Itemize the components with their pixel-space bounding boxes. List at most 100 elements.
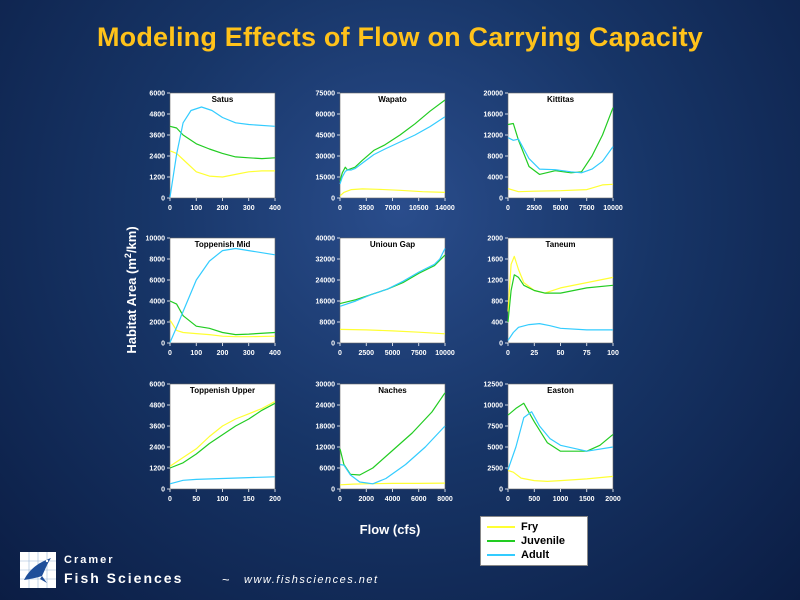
legend-item-fry: Fry: [487, 520, 579, 534]
x-tick-label: 7500: [579, 205, 595, 212]
y-tick-label: 1200: [149, 466, 165, 473]
legend-swatch-fry: [487, 526, 515, 528]
x-tick-label: 150: [243, 496, 255, 503]
series-line-adult: [169, 106, 276, 198]
series-line-juvenile: [169, 300, 276, 336]
y-tick-label: 0: [499, 196, 503, 203]
legend-label-adult: Adult: [521, 549, 550, 561]
x-tick-label: 200: [269, 496, 281, 503]
chart-title: Satus: [212, 95, 234, 104]
series-line-fry: [507, 183, 614, 193]
x-tick-label: 10000: [603, 205, 623, 212]
y-tick-label: 4800: [149, 403, 165, 410]
x-tick-label: 0: [168, 205, 172, 212]
x-tick-label: 5000: [553, 205, 569, 212]
y-tick-label: 12000: [484, 133, 504, 140]
chart-title: Toppenish Mid: [195, 240, 251, 249]
x-tick-label: 1000: [553, 496, 569, 503]
legend-item-juvenile: Juvenile: [487, 534, 579, 548]
y-tick-label: 6000: [319, 466, 335, 473]
y-tick-label: 30000: [316, 382, 336, 389]
y-axis-label-end: /km): [124, 226, 140, 254]
y-tick-label: 75000: [316, 91, 336, 98]
y-tick-label: 6000: [149, 91, 165, 98]
legend-swatch-juvenile: [487, 540, 515, 542]
chart-toppenish-mid: 0 2000 4000 6000 8000 10000 0 100 200 300 400 Toppe…: [146, 236, 281, 358]
x-tick-label: 1500: [579, 496, 595, 503]
y-tick-label: 10000: [146, 236, 166, 243]
series-line-juvenile: [169, 125, 276, 160]
x-tick-label: 400: [269, 205, 281, 212]
y-tick-label: 2400: [149, 154, 165, 161]
y-tick-label: 5000: [487, 445, 503, 452]
chart-easton: 0 2500 5000 7500 10000 12500 0 500 1000 1500 2000 E…: [484, 382, 621, 504]
series-line-adult: [507, 137, 614, 174]
x-tick-label: 6000: [411, 496, 427, 503]
x-tick-label: 2500: [526, 205, 542, 212]
y-tick-label: 4000: [149, 299, 165, 306]
series-line-fry: [169, 400, 276, 467]
y-tick-label: 6000: [149, 278, 165, 285]
y-tick-label: 15000: [316, 175, 336, 182]
website-link[interactable]: www.fishsciences.net: [244, 574, 379, 586]
series-line-fry: [507, 469, 614, 482]
x-tick-label: 300: [243, 350, 255, 357]
plot-area: [169, 383, 276, 490]
series-line-adult: [339, 248, 446, 307]
x-tick-label: 50: [192, 496, 200, 503]
series-line-fry: [339, 328, 446, 335]
plot-area: [507, 383, 614, 490]
legend-label-fry: Fry: [521, 521, 539, 533]
legend: Fry Juvenile Adult: [480, 516, 588, 566]
y-tick-label: 0: [161, 196, 165, 203]
chart-title: Naches: [378, 386, 407, 395]
x-tick-label: 0: [506, 350, 510, 357]
chart-taneum: 0 400 800 1200 1600 2000 0 25 50 75 100 Taneum: [487, 236, 619, 358]
y-tick-label: 1200: [149, 175, 165, 182]
y-tick-label: 20000: [484, 91, 504, 98]
series-line-juvenile: [169, 402, 276, 469]
y-tick-label: 24000: [316, 278, 336, 285]
y-tick-label: 3600: [149, 424, 165, 431]
y-tick-label: 0: [331, 196, 335, 203]
y-tick-label: 12000: [316, 445, 336, 452]
y-tick-label: 4000: [487, 175, 503, 182]
y-tick-label: 6000: [149, 382, 165, 389]
x-tick-label: 10000: [435, 350, 455, 357]
chart-wapato: 0 15000 30000 45000 60000 75000 0 3500 7000 10500…: [316, 91, 455, 213]
y-tick-label: 400: [491, 320, 503, 327]
y-axis-label: Habitat Area (m2/km): [123, 226, 139, 353]
y-tick-label: 1600: [487, 257, 503, 264]
y-tick-label: 8000: [487, 154, 503, 161]
x-tick-label: 500: [528, 496, 540, 503]
y-tick-label: 800: [491, 299, 503, 306]
x-tick-label: 75: [583, 350, 591, 357]
series-line-juvenile: [507, 274, 614, 323]
x-tick-label: 2000: [605, 496, 621, 503]
y-tick-label: 2500: [487, 466, 503, 473]
x-tick-label: 300: [243, 205, 255, 212]
y-tick-label: 0: [161, 487, 165, 494]
series-line-adult: [507, 323, 613, 341]
series-line-juvenile: [339, 99, 446, 182]
y-tick-label: 45000: [316, 133, 336, 140]
x-tick-label: 100: [190, 350, 202, 357]
legend-item-adult: Adult: [487, 548, 579, 562]
y-tick-label: 4800: [149, 112, 165, 119]
y-tick-label: 30000: [316, 154, 336, 161]
legend-label-juvenile: Juvenile: [521, 535, 566, 547]
x-tick-label: 0: [506, 496, 510, 503]
chart-naches: 0 6000 12000 18000 24000 30000 0 2000 4000 6000 80…: [316, 382, 453, 504]
x-tick-label: 0: [168, 350, 172, 357]
y-tick-label: 2000: [487, 236, 503, 243]
plot-area: [339, 383, 446, 490]
y-tick-label: 2000: [149, 320, 165, 327]
chart-title: Taneum: [545, 240, 575, 249]
series-line-adult: [339, 425, 446, 485]
y-tick-label: 8000: [149, 257, 165, 264]
y-tick-label: 3600: [149, 133, 165, 140]
y-axis-label-main: Habitat Area (m: [124, 258, 140, 354]
x-axis-label: Flow (cfs): [359, 522, 421, 537]
footer-separator: ~: [222, 572, 230, 587]
chart-title: Easton: [547, 386, 574, 395]
